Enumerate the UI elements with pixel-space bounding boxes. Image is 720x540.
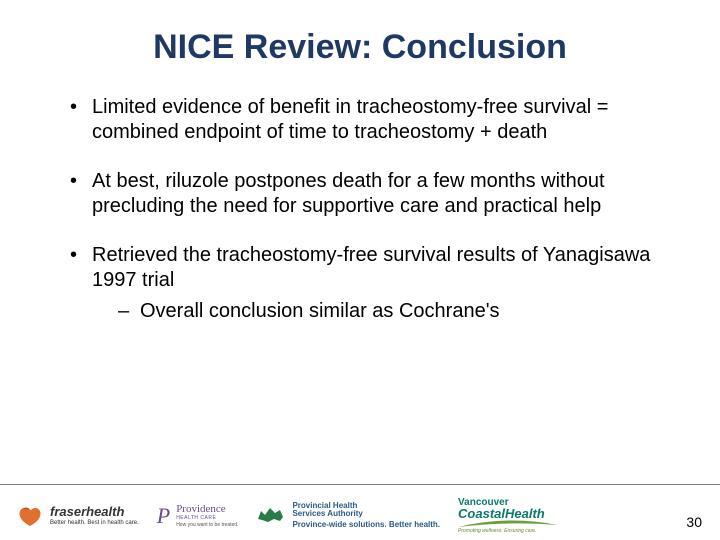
bullet-text: Retrieved the tracheostomy-free survival… <box>92 244 650 291</box>
providence-tagline: HEALTH CARE <box>176 516 238 521</box>
phsa-icon <box>256 505 286 525</box>
phsa-text: Provincial Health Services Authority Pro… <box>292 502 440 529</box>
phsa-tagline: Province-wide solutions. Better health. <box>292 521 440 529</box>
vch-text: Vancouver CoastalHealth Promoting wellne… <box>458 498 558 534</box>
bullet-text: Limited evidence of benefit in tracheost… <box>92 96 608 143</box>
sub-bullet-item: Overall conclusion similar as Cochrane's <box>118 299 680 324</box>
fraser-health-icon <box>16 504 44 528</box>
providence-text: Providence HEALTH CARE How you want to b… <box>176 504 238 528</box>
providence-tagline2: How you want to be treated. <box>176 523 238 528</box>
fraser-health-logo: fraserhealth Better health. Best in heal… <box>16 504 139 528</box>
phsa-logo: Provincial Health Services Authority Pro… <box>256 502 440 529</box>
sub-bullet-list: Overall conclusion similar as Cochrane's <box>92 299 680 324</box>
vch-tagline: Promoting wellness. Ensuring care. <box>458 529 558 534</box>
vch-logo: Vancouver CoastalHealth Promoting wellne… <box>458 498 558 534</box>
bullet-list: Limited evidence of benefit in tracheost… <box>40 95 680 324</box>
providence-logo: P Providence HEALTH CARE How you want to… <box>157 503 239 529</box>
fraser-health-tagline: Better health. Best in health care. <box>50 520 139 526</box>
bullet-item: At best, riluzole postpones death for a … <box>70 169 680 219</box>
page-number: 30 <box>686 514 702 530</box>
sub-bullet-text: Overall conclusion similar as Cochrane's <box>140 300 500 322</box>
providence-icon: P <box>157 503 170 529</box>
slide: NICE Review: Conclusion Limited evidence… <box>0 0 720 540</box>
footer: fraserhealth Better health. Best in heal… <box>0 484 720 540</box>
phsa-line2: Services Authority <box>292 510 440 518</box>
providence-name: Providence <box>176 504 238 515</box>
bullet-item: Limited evidence of benefit in tracheost… <box>70 95 680 145</box>
slide-title: NICE Review: Conclusion <box>40 28 680 67</box>
bullet-item: Retrieved the tracheostomy-free survival… <box>70 243 680 324</box>
fraser-health-text: fraserhealth Better health. Best in heal… <box>50 505 139 526</box>
fraser-health-name: fraserhealth <box>50 505 139 518</box>
bullet-text: At best, riluzole postpones death for a … <box>92 170 605 217</box>
